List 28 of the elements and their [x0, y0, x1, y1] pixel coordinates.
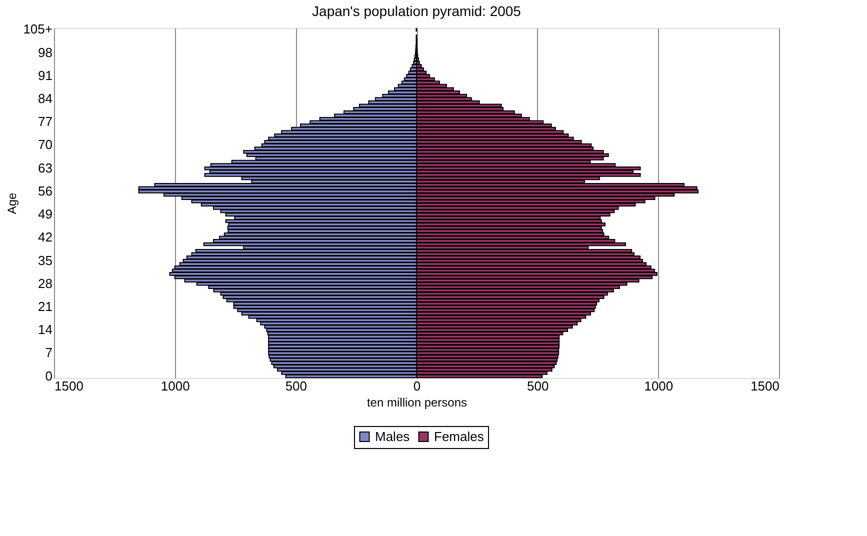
- x-tick-label: 1000: [160, 378, 190, 394]
- y-tick-label: 14: [38, 322, 52, 338]
- y-tick-label: 91: [38, 68, 52, 83]
- y-tick-label: 21: [38, 298, 52, 314]
- y-tick-label: 84: [38, 91, 52, 106]
- y-tick-label: 0: [45, 368, 52, 384]
- x-axis-title: ten million persons: [366, 396, 468, 410]
- y-tick-label: 77: [38, 114, 52, 130]
- y-tick-label: 98: [38, 44, 52, 60]
- y-tick-label: 56: [38, 183, 52, 198]
- y-tick-label: 70: [38, 137, 52, 152]
- legend-label: Males: [375, 428, 410, 444]
- x-tick-label: 500: [526, 378, 549, 394]
- x-tick-label: 500: [285, 378, 308, 394]
- x-tick-label: 1500: [750, 378, 780, 394]
- chart-title: Japan's population pyramid: 2005: [312, 3, 522, 20]
- y-axis-title: Age: [5, 192, 20, 214]
- y-tick-label: 7: [45, 345, 52, 360]
- x-tick-label: 1000: [644, 378, 674, 394]
- y-tick-label: 63: [38, 160, 52, 176]
- y-tick-label: 49: [38, 206, 52, 222]
- y-tick-label: 105+: [23, 22, 52, 37]
- y-tick-label: 35: [38, 252, 52, 268]
- y-tick-label: 42: [38, 230, 52, 245]
- x-tick-label: 1500: [54, 378, 84, 394]
- legend-label: Females: [434, 428, 484, 444]
- x-tick-label: 0: [413, 378, 421, 394]
- y-tick-label: 28: [38, 276, 52, 291]
